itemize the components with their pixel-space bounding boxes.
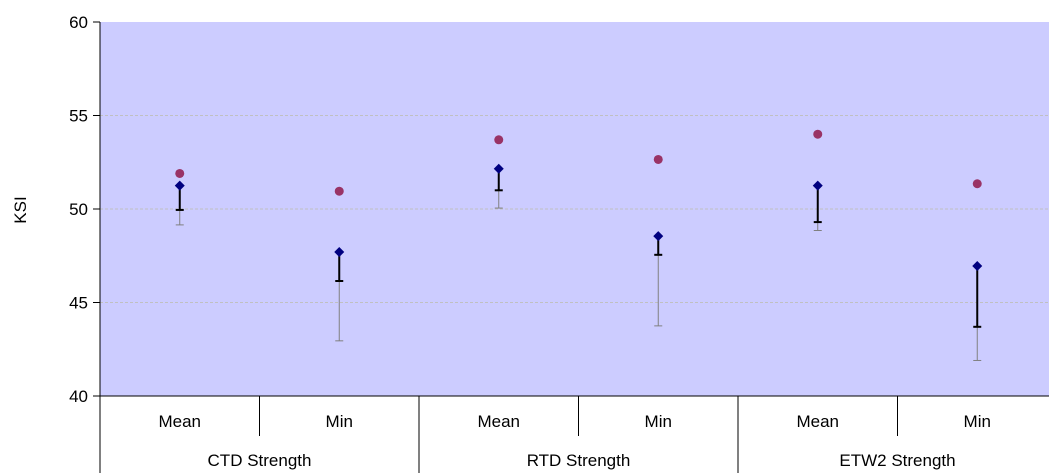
gridlines [100, 115, 1049, 303]
circle-point [653, 154, 663, 164]
error-bars [175, 168, 982, 361]
x-category-label: Min [326, 412, 353, 431]
y-tick-label: 50 [69, 200, 88, 219]
y-tick-label: 45 [69, 294, 88, 313]
circle-point [175, 168, 185, 178]
x-group-label: RTD Strength [527, 451, 631, 470]
y-axis: 40 45 50 55 60 [69, 13, 101, 406]
diamond-point [334, 247, 345, 258]
circle-point [972, 179, 982, 189]
y-axis-label: KSI [11, 196, 30, 223]
diamond-point [493, 163, 504, 174]
diamond-point [972, 261, 983, 272]
x-axis: Mean Min Mean Min Mean Min CTD Strength RTD Str… [99, 395, 1049, 473]
x-group-label: CTD Strength [208, 451, 312, 470]
x-category-label: Min [645, 412, 672, 431]
data-marks [174, 129, 983, 272]
x-category-label: Mean [158, 412, 201, 431]
diamond-point [653, 231, 664, 242]
y-tick-label: 60 [69, 13, 88, 32]
diamond-point [174, 180, 185, 191]
circle-point [813, 129, 823, 139]
y-tick-label: 40 [69, 387, 88, 406]
x-group-label: ETW2 Strength [839, 451, 955, 470]
circle-point [334, 186, 344, 196]
x-category-label: Mean [796, 412, 839, 431]
x-category-label: Min [964, 412, 991, 431]
diamond-point [812, 180, 823, 191]
x-category-label: Mean [477, 412, 520, 431]
y-tick-label: 55 [69, 107, 88, 126]
circle-point [494, 135, 504, 145]
